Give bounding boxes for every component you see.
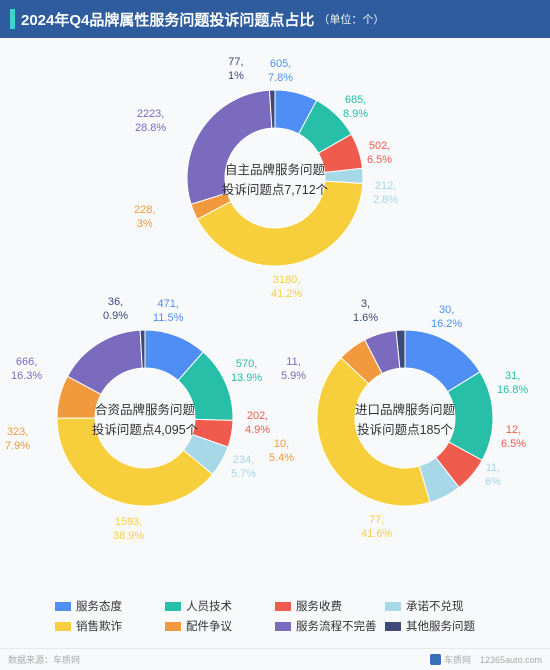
legend-label: 服务态度 [76,598,122,614]
legend-label: 配件争议 [186,618,232,634]
legend-label: 服务收费 [296,598,342,614]
slice-label: 234,5.7% [231,454,256,482]
legend-label: 其他服务问题 [406,618,475,634]
donut-center-jinkou: 进口品牌服务问题投诉问题点185个 [335,400,475,440]
logo-icon [430,654,441,665]
legend-swatch [275,602,291,611]
donut-center-hezi: 合资品牌服务问题投诉问题点4,095个 [75,400,215,440]
legend-item: 销售欺诈 [55,618,165,634]
legend-item: 服务收费 [275,598,385,614]
chart-header: 2024年Q4品牌属性服务问题投诉问题点占比 （单位：个） [0,0,550,38]
legend-item: 承诺不兑现 [385,598,495,614]
legend-item: 服务态度 [55,598,165,614]
slice-label: 685,8.9% [343,94,368,122]
header-accent [10,9,15,29]
slice-label: 3,1.6% [353,298,378,326]
legend-swatch [55,622,71,631]
legend-swatch [165,622,181,631]
legend-swatch [385,602,401,611]
slice-label: 570,13.9% [231,358,262,386]
slice-label: 10,5.4% [269,438,294,466]
slice-label: 11,5.9% [281,356,306,384]
brand: 车质网 12365auto.com [430,653,542,666]
slice-label: 11,6% [485,462,501,490]
legend-swatch [385,622,401,631]
slice-label: 323,7.9% [5,426,30,454]
charts-area: 自主品牌服务问题投诉问题点7,712个 605,7.8% 685,8.9% 502,6… [0,38,550,610]
data-source: 数据来源：车质网 [8,653,80,666]
slice-label: 666,16.3% [11,356,42,384]
legend-label: 销售欺诈 [76,618,122,634]
slice-label: 202,4.9% [245,410,270,438]
slice-label: 31,16.8% [497,370,528,398]
legend-label: 服务流程不完善 [296,618,377,634]
legend: 服务态度 人员技术 服务收费 承诺不兑现销售欺诈 配件争议 服务流程不完善 其他服务问题 [55,598,495,638]
chart-title: 2024年Q4品牌属性服务问题投诉问题点占比 [21,9,314,30]
slice-label: 12,6.5% [501,424,526,452]
slice-label: 502,6.5% [367,140,392,168]
legend-item: 服务流程不完善 [275,618,385,634]
legend-item: 其他服务问题 [385,618,495,634]
legend-label: 承诺不兑现 [406,598,464,614]
footer: 数据来源：车质网 车质网 12365auto.com [0,648,550,670]
slice-label: 36,0.9% [103,296,128,324]
legend-item: 人员技术 [165,598,275,614]
legend-label: 人员技术 [186,598,232,614]
slice-label: 212,2.8% [373,180,398,208]
slice-label: 77,1% [228,56,244,84]
donut-center-zizhu: 自主品牌服务问题投诉问题点7,712个 [205,160,345,200]
legend-swatch [275,622,291,631]
slice-label: 30,16.2% [431,304,462,332]
legend-swatch [55,602,71,611]
slice-label: 605,7.8% [268,58,293,86]
legend-swatch [165,602,181,611]
legend-item: 配件争议 [165,618,275,634]
chart-unit: （单位：个） [318,11,384,27]
slice-label: 471,11.5% [153,298,183,326]
slice-label: 77,41.6% [361,514,392,542]
slice-label: 228,3% [134,204,155,232]
slice-label: 1593,38.9% [113,516,144,544]
slice-label: 2223,28.8% [135,108,166,136]
slice-label: 3180,41.2% [271,274,302,302]
